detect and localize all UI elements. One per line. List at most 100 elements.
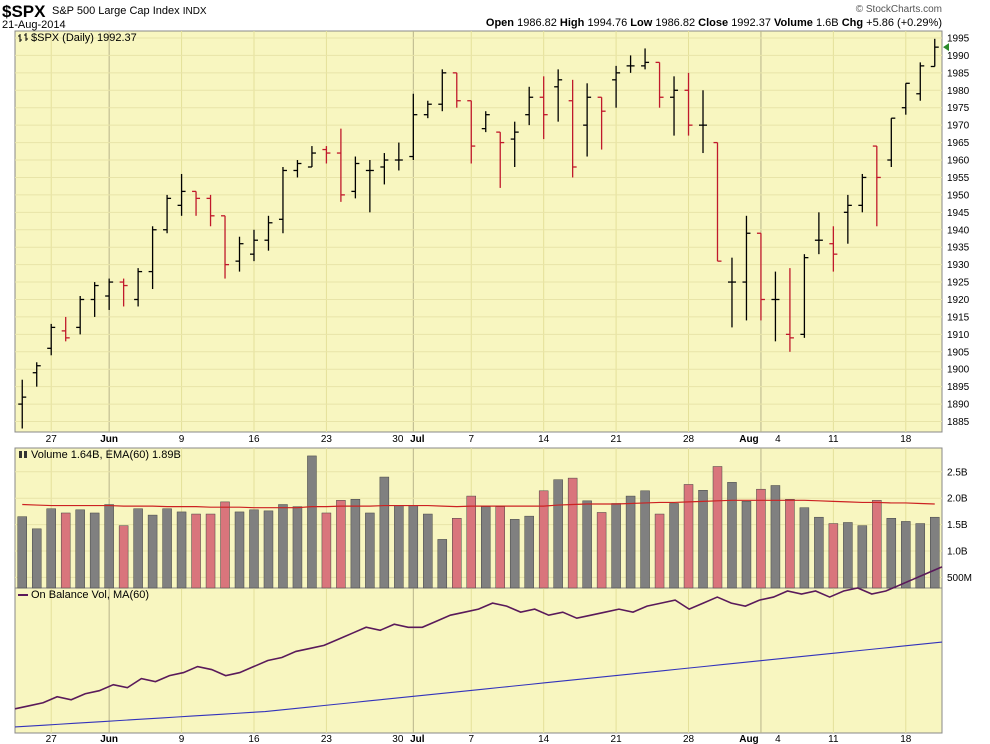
volume-bar bbox=[481, 506, 491, 589]
volume-bar bbox=[814, 516, 824, 589]
volume-bar bbox=[524, 515, 534, 589]
volume-bar bbox=[205, 513, 216, 589]
volume-bar bbox=[263, 510, 274, 589]
open-value: 1986.82 bbox=[517, 17, 557, 29]
volume-bar bbox=[75, 509, 85, 589]
volume-bar bbox=[452, 518, 462, 589]
volume-bar bbox=[31, 528, 42, 589]
low-label: Low bbox=[630, 17, 653, 29]
x-axis-label: 7 bbox=[468, 434, 474, 445]
x-axis-label: 27 bbox=[46, 434, 58, 445]
volume-bar bbox=[640, 490, 650, 589]
volume-bar bbox=[89, 512, 100, 589]
x-axis-label: 9 bbox=[179, 734, 185, 744]
index-title: S&P 500 Large Cap Index bbox=[52, 5, 180, 17]
x-axis-label: Aug bbox=[739, 734, 758, 744]
volume-bar bbox=[307, 455, 317, 589]
price-tick-label: 1925 bbox=[947, 278, 970, 289]
volume-bar bbox=[712, 466, 723, 589]
price-tick-label: 1910 bbox=[947, 330, 970, 341]
volume-bar bbox=[408, 505, 419, 589]
x-axis-label: 16 bbox=[248, 434, 260, 445]
high-value: 1994.76 bbox=[587, 17, 628, 29]
price-tick-label: 1960 bbox=[947, 156, 970, 167]
volume-bar bbox=[234, 511, 245, 589]
obv-panel bbox=[14, 587, 943, 734]
volume-tick-label: 1.5B bbox=[947, 520, 968, 531]
last-price-marker bbox=[943, 43, 949, 52]
volume-bar bbox=[321, 512, 332, 589]
x-axis-label: 21 bbox=[611, 434, 623, 445]
volume-bar bbox=[611, 503, 621, 589]
volume-bar bbox=[60, 512, 71, 589]
x-axis-label: 14 bbox=[538, 434, 550, 445]
volume-tick-label: 2.0B bbox=[947, 494, 968, 505]
volume-bar bbox=[336, 500, 346, 589]
price-tick-label: 1935 bbox=[947, 243, 970, 254]
volume-bar bbox=[625, 495, 636, 589]
quote-line: Open 1986.82 High 1994.76 Low 1986.82 Cl… bbox=[486, 17, 942, 29]
chart-header: $SPX S&P 500 Large Cap Index INDX 21-Aug… bbox=[0, 0, 990, 31]
price-tick-label: 1885 bbox=[947, 417, 970, 428]
x-axis-label: 28 bbox=[683, 434, 695, 445]
volume-bar bbox=[828, 523, 839, 589]
volume-bar bbox=[423, 513, 433, 589]
price-tick-label: 1915 bbox=[947, 312, 970, 323]
volume-bar bbox=[886, 518, 897, 589]
x-axis-label: 16 bbox=[248, 734, 260, 744]
x-axis-label: 27 bbox=[46, 734, 58, 744]
close-label: Close bbox=[698, 17, 729, 29]
x-axis-label: 18 bbox=[900, 734, 912, 744]
price-tick-label: 1955 bbox=[947, 173, 970, 184]
price-tick-label: 1890 bbox=[947, 400, 970, 411]
high-label: High bbox=[559, 17, 585, 29]
volume-bar bbox=[17, 516, 27, 589]
x-axis-label: Jul bbox=[410, 734, 425, 744]
volume-bar bbox=[669, 503, 679, 589]
x-axis-label: 30 bbox=[392, 734, 404, 744]
low-value: 1986.82 bbox=[655, 17, 696, 29]
price-tick-label: 1905 bbox=[947, 347, 970, 358]
chg-label: Chg bbox=[841, 17, 864, 29]
volume-bar bbox=[394, 505, 404, 589]
volume-bar bbox=[857, 525, 868, 589]
volume-bar bbox=[46, 508, 56, 589]
chg-value: +5.86 (+0.29%) bbox=[866, 17, 942, 29]
volume-bar bbox=[582, 500, 592, 589]
volume-bar bbox=[133, 508, 143, 589]
volume-bar bbox=[741, 501, 752, 589]
volume-bar bbox=[698, 490, 708, 589]
volume-bar bbox=[495, 506, 505, 589]
volume-tick-label: 1.0B bbox=[947, 547, 968, 558]
volume-bar bbox=[509, 519, 520, 589]
x-axis-label: Jun bbox=[100, 434, 118, 445]
brand-label[interactable]: © StockCharts.com bbox=[855, 4, 942, 15]
obv-ma-line bbox=[14, 641, 943, 728]
price-panel-title: $SPX (Daily) 1992.37 bbox=[31, 32, 137, 44]
x-axis-label: 7 bbox=[468, 734, 474, 744]
obv-line bbox=[14, 566, 943, 710]
volume-bar bbox=[683, 484, 694, 589]
volume-bar bbox=[567, 477, 578, 589]
volume-bar bbox=[292, 506, 303, 589]
symbol: $SPX bbox=[2, 2, 46, 21]
x-axis-label: 23 bbox=[321, 734, 333, 744]
price-tick-label: 1945 bbox=[947, 208, 970, 219]
volume-bar bbox=[466, 495, 476, 589]
x-axis-label: Jun bbox=[100, 734, 118, 744]
volume-bar bbox=[104, 504, 114, 589]
volume-bar bbox=[770, 485, 781, 589]
ohlc-legend-icon bbox=[18, 33, 28, 42]
volume-tick-label: 2.5B bbox=[947, 467, 968, 478]
volume-ema-line bbox=[22, 499, 935, 509]
price-tick-label: 1940 bbox=[947, 225, 970, 236]
volume-bar bbox=[930, 516, 940, 589]
x-axis-label: 18 bbox=[900, 434, 912, 445]
volume-bar bbox=[176, 511, 187, 589]
volume-bar bbox=[785, 498, 795, 589]
price-tick-label: 1980 bbox=[947, 86, 970, 97]
volume-bar bbox=[799, 507, 810, 589]
price-tick-label: 1950 bbox=[947, 190, 970, 201]
volume-bar bbox=[756, 488, 766, 589]
